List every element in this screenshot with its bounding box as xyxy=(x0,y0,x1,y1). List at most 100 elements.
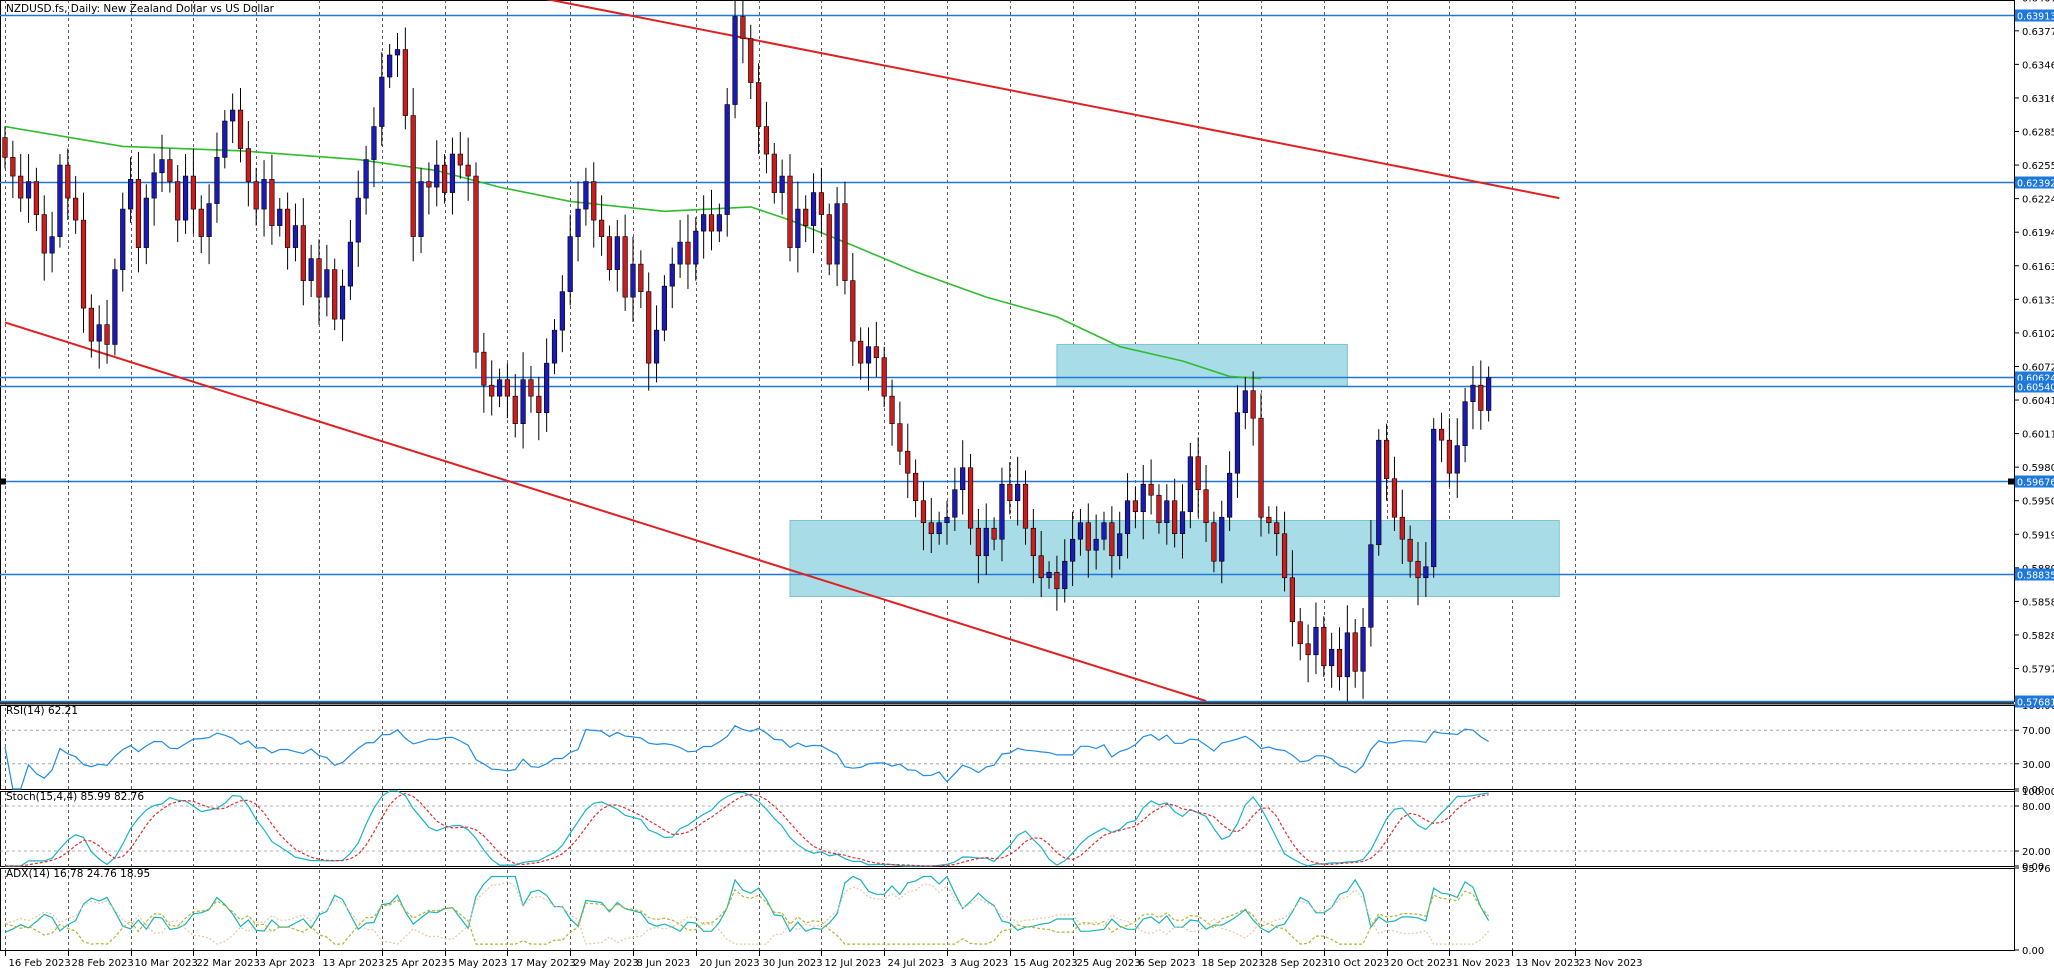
candle-body xyxy=(481,351,487,386)
y-tick-label: 0.59805 xyxy=(2022,463,2054,474)
rsi-line xyxy=(4,725,1489,790)
candle-body xyxy=(104,324,110,345)
grid-lines xyxy=(0,0,2014,950)
candle-body xyxy=(1077,522,1084,540)
candle-body xyxy=(253,181,259,210)
candle-body xyxy=(1015,483,1021,502)
candle-body xyxy=(928,522,934,535)
x-tick-label: 1 Nov 2023 xyxy=(1453,958,1511,969)
x-tick-label: 25 Aug 2023 xyxy=(1077,958,1141,969)
candle-body xyxy=(473,175,479,353)
level-tag-label: 0.58835 xyxy=(2017,571,2054,582)
level-tag xyxy=(2015,9,2054,22)
x-tick-label: 20 Oct 2023 xyxy=(1391,958,1453,969)
moving-average xyxy=(4,125,1262,380)
candle-body xyxy=(1344,632,1350,678)
candle-body xyxy=(583,181,589,210)
candle-body xyxy=(614,236,620,270)
candle-body xyxy=(677,241,683,265)
x-tick-label: 12 Jul 2023 xyxy=(825,958,882,969)
x-tick-label: 18 Sep 2023 xyxy=(1202,958,1265,969)
candle-body xyxy=(135,179,142,248)
candle-body xyxy=(1195,456,1201,491)
candle-body xyxy=(65,164,71,199)
x-tick-label: 15 Aug 2023 xyxy=(1014,958,1078,969)
candle-body xyxy=(363,159,369,199)
candle-body xyxy=(10,157,16,177)
candle-body xyxy=(465,164,471,177)
candle-body xyxy=(33,181,39,215)
candle-body xyxy=(347,241,354,287)
candle-body xyxy=(1148,483,1154,496)
candle-body xyxy=(536,395,542,413)
horizontal-levels xyxy=(0,14,2014,703)
x-tick-label: 22 Mar 2023 xyxy=(197,958,260,969)
candle-body xyxy=(1470,384,1476,402)
candle-body xyxy=(1376,439,1382,546)
candle-body xyxy=(544,362,550,413)
candle-body xyxy=(936,522,942,535)
candle-body xyxy=(1446,439,1452,474)
candle-body xyxy=(96,324,102,342)
level-tag-label: 0.62392 xyxy=(2017,179,2054,190)
candle-body xyxy=(300,225,306,281)
stoch-panel-frame xyxy=(0,791,2015,867)
candles xyxy=(2,0,1492,702)
candle-body xyxy=(567,236,573,292)
ind-tick-label: 20.00 xyxy=(2022,847,2051,858)
candle-body xyxy=(1219,516,1225,562)
ind-tick-label: 30.00 xyxy=(2022,760,2051,771)
candle-body xyxy=(646,291,652,364)
candle-body xyxy=(975,527,981,557)
candle-body xyxy=(1438,428,1445,441)
candle-body xyxy=(1423,566,1429,579)
candle-body xyxy=(198,208,204,237)
candle-body xyxy=(261,179,267,210)
candle-body xyxy=(222,120,228,158)
stoch-label: Stoch(15,4,4) 85.99 82.76 xyxy=(6,791,144,803)
y-tick-label: 0.64075 xyxy=(2022,0,2054,4)
level-tag-label: 0.60624 xyxy=(2017,374,2054,385)
level-tag-label: 0.57681 xyxy=(2017,698,2054,709)
candle-body xyxy=(1242,390,1248,413)
candle-body xyxy=(1030,527,1036,557)
candle-body xyxy=(905,450,911,474)
candle-body xyxy=(80,219,87,309)
candle-body xyxy=(1101,522,1107,540)
ind-tick-label: 0.00 xyxy=(2022,785,2044,796)
candle-body xyxy=(1172,500,1178,535)
x-tick-label: 6 Sep 2023 xyxy=(1139,958,1196,969)
candle-body xyxy=(912,472,919,502)
candle-body xyxy=(167,159,173,182)
x-tick-label: 16 Feb 2023 xyxy=(9,958,71,969)
candle-body xyxy=(1391,478,1398,518)
level-tag xyxy=(2015,695,2054,708)
candle-body xyxy=(551,329,558,364)
candle-body xyxy=(1211,522,1217,562)
y-tick-label: 0.57975 xyxy=(2022,665,2054,676)
candle-body xyxy=(1038,555,1044,579)
candle-body xyxy=(1274,522,1280,535)
candle-body xyxy=(73,197,79,221)
candle-body xyxy=(826,214,832,265)
candle-body xyxy=(755,82,762,127)
y-tick-label: 0.61635 xyxy=(2022,262,2054,273)
candle-body xyxy=(449,153,456,193)
candle-body xyxy=(842,203,848,281)
candle-body xyxy=(387,54,393,78)
candle-body xyxy=(708,214,715,232)
channel-lines xyxy=(4,0,1560,702)
candle-body xyxy=(1462,401,1468,446)
candle-body xyxy=(1007,483,1013,502)
candle-body xyxy=(504,379,511,397)
candle-body xyxy=(606,236,613,270)
candle-body xyxy=(292,225,299,248)
candle-body xyxy=(724,104,730,215)
x-tick-label: 17 May 2023 xyxy=(511,958,576,969)
candle-body xyxy=(1313,626,1319,656)
candle-body xyxy=(850,280,856,342)
candle-body xyxy=(1062,560,1068,590)
